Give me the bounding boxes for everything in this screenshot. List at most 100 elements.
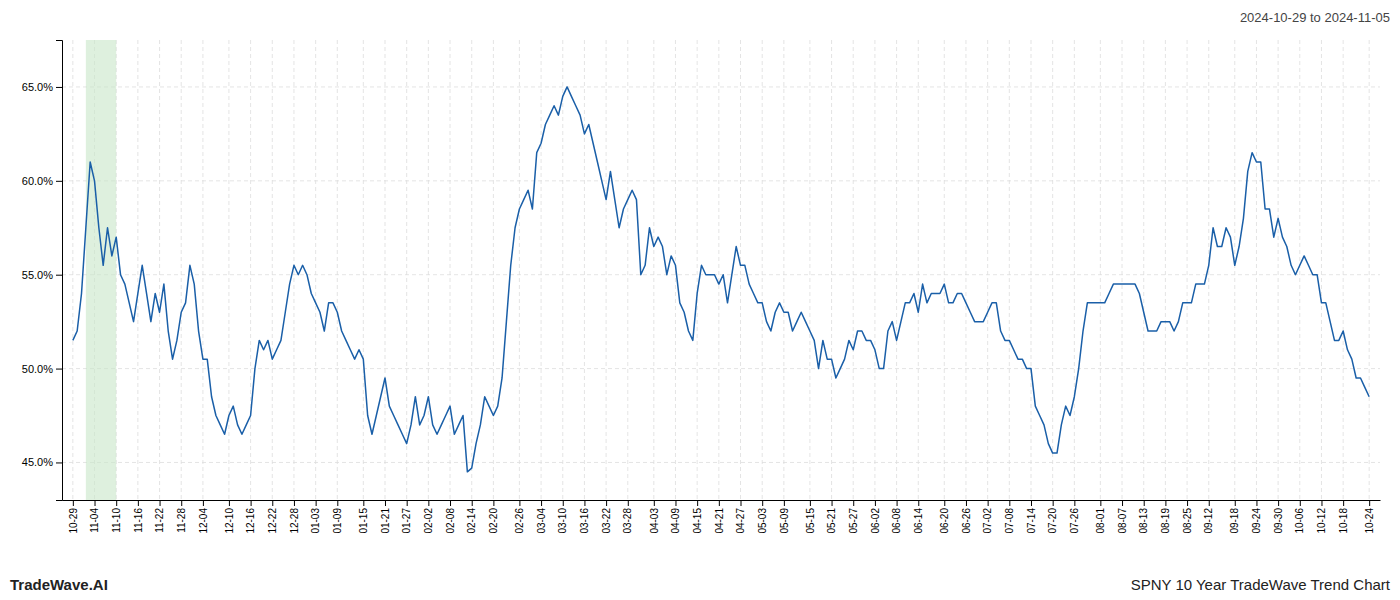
x-tick: 07-02 — [982, 500, 993, 534]
y-grid-line — [62, 462, 1380, 463]
footer-right: SPNY 10 Year TradeWave Trend Chart — [1131, 576, 1391, 593]
x-tick-mark — [1235, 500, 1236, 506]
x-grid-line — [1234, 40, 1235, 500]
x-tick: 12-22 — [267, 500, 278, 534]
x-tick-label: 07-20 — [1047, 508, 1058, 534]
x-tick: 11-10 — [111, 500, 122, 533]
x-tick-label: 12-22 — [267, 508, 278, 534]
x-tick: 05-09 — [779, 500, 790, 534]
x-tick-mark — [1321, 500, 1322, 506]
x-tick-label: 03-04 — [536, 508, 547, 534]
y-tick: 50.0% — [22, 363, 62, 375]
x-tick-label: 03-16 — [579, 508, 590, 534]
x-tick-mark — [138, 500, 139, 506]
x-tick: 07-08 — [1004, 500, 1015, 534]
x-tick-mark — [385, 500, 386, 506]
x-tick-label: 07-14 — [1026, 508, 1037, 534]
x-grid-line — [606, 40, 607, 500]
x-grid-line — [783, 40, 784, 500]
x-tick-mark — [1031, 500, 1032, 506]
x-tick: 02-20 — [488, 500, 499, 534]
y-tick: 55.0% — [22, 269, 62, 281]
x-grid-line — [541, 40, 542, 500]
y-tick: 45.0% — [22, 456, 62, 468]
x-grid-line — [853, 40, 854, 500]
x-grid-line — [202, 40, 203, 500]
y-grid-line — [62, 274, 1380, 275]
y-tick-mark — [56, 87, 62, 88]
x-tick-label: 06-26 — [961, 508, 972, 534]
x-tick-mark — [918, 500, 919, 506]
x-grid-line — [944, 40, 945, 500]
x-tick-label: 11-28 — [176, 508, 187, 533]
x-tick: 02-14 — [466, 500, 477, 534]
chart-container: 10-2911-0411-1011-1611-2211-2812-0412-10… — [0, 0, 1400, 600]
x-tick-mark — [428, 500, 429, 506]
x-grid-line — [1165, 40, 1166, 500]
x-tick: 04-27 — [735, 500, 746, 534]
x-tick-mark — [1343, 500, 1344, 506]
x-tick-label: 02-26 — [514, 508, 525, 534]
x-grid-line — [831, 40, 832, 500]
x-tick-mark — [1278, 500, 1279, 506]
x-tick-mark — [203, 500, 204, 506]
x-grid-line — [1278, 40, 1279, 500]
y-tick-label: 50.0% — [22, 363, 53, 375]
x-grid-line — [428, 40, 429, 500]
x-tick-label: 03-10 — [557, 508, 568, 534]
x-tick-label: 05-09 — [779, 508, 790, 534]
x-tick: 05-21 — [826, 500, 837, 534]
x-axis-line — [63, 500, 1381, 501]
x-tick-label: 02-08 — [445, 508, 456, 534]
x-tick: 03-04 — [536, 500, 547, 534]
x-tick-label: 01-15 — [358, 508, 369, 534]
x-tick: 08-07 — [1117, 500, 1128, 534]
y-tick-mark — [56, 181, 62, 182]
x-tick-mark — [784, 500, 785, 506]
y-tick: 65.0% — [22, 81, 62, 93]
x-tick: 12-10 — [224, 500, 235, 534]
x-tick-mark — [1300, 500, 1301, 506]
x-tick-mark — [853, 500, 854, 506]
x-tick-mark — [654, 500, 655, 506]
x-tick-mark — [472, 500, 473, 506]
x-tick: 11-28 — [176, 500, 187, 533]
x-tick-mark — [1256, 500, 1257, 506]
x-grid-line — [918, 40, 919, 500]
x-grid-line — [450, 40, 451, 500]
x-tick-label: 04-03 — [648, 508, 659, 534]
x-tick: 09-30 — [1273, 500, 1284, 534]
x-grid-line — [1343, 40, 1344, 500]
x-grid-line — [406, 40, 407, 500]
x-tick: 05-15 — [805, 500, 816, 534]
x-grid-line — [809, 40, 810, 500]
x-grid-line — [697, 40, 698, 500]
x-grid-line — [762, 40, 763, 500]
x-tick: 10-29 — [68, 500, 79, 534]
x-tick-mark — [832, 500, 833, 506]
x-tick-label: 10-29 — [68, 508, 79, 534]
x-tick-label: 10-06 — [1294, 508, 1305, 534]
x-tick-mark — [519, 500, 520, 506]
x-tick-mark — [606, 500, 607, 506]
x-tick-label: 01-21 — [380, 508, 391, 534]
x-tick-label: 02-02 — [423, 508, 434, 534]
x-tick-mark — [272, 500, 273, 506]
x-grid-line — [718, 40, 719, 500]
x-grid-line — [1187, 40, 1188, 500]
x-tick: 05-03 — [757, 500, 768, 534]
y-tick-label: 60.0% — [22, 175, 53, 187]
x-tick-label: 09-30 — [1273, 508, 1284, 534]
x-tick-mark — [1369, 500, 1370, 506]
x-tick-mark — [988, 500, 989, 506]
x-tick-mark — [1187, 500, 1188, 506]
x-tick: 06-20 — [939, 500, 950, 534]
x-grid-line — [519, 40, 520, 500]
y-grid-line — [62, 86, 1380, 87]
x-tick: 04-15 — [692, 500, 703, 534]
x-grid-line — [1143, 40, 1144, 500]
x-tick: 05-27 — [848, 500, 859, 534]
x-tick: 04-21 — [714, 500, 725, 534]
x-grid-line — [159, 40, 160, 500]
x-tick-label: 02-20 — [488, 508, 499, 534]
